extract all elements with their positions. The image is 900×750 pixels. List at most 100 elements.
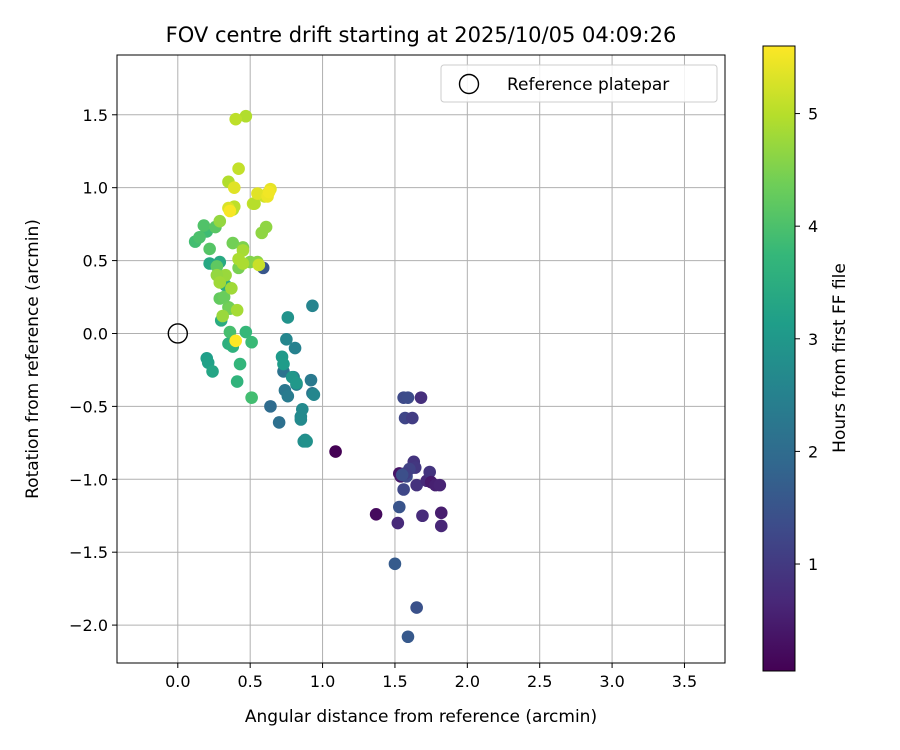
data-point [245,335,258,349]
data-point [216,309,229,323]
data-point [230,375,244,388]
data-point [433,478,447,492]
x-tick-label: 2.5 [527,672,552,691]
data-point [239,109,253,123]
data-point [414,391,428,404]
data-point [434,506,448,520]
data-point [401,630,415,644]
data-point [245,391,258,404]
colorbar-tick-label: 5 [808,105,818,124]
legend-box [440,64,718,103]
data-point [217,290,231,304]
grid-lines [117,55,725,663]
x-tick-label: 3.5 [672,672,697,691]
colorbar-ticks: 1 2 3 4 5 [795,105,818,574]
data-point [239,325,253,339]
data-point [232,162,245,176]
data-point [290,376,303,390]
x-tick-label: 0.0 [165,672,190,691]
colorbar-tick-label: 4 [808,217,818,236]
x-tick-label: 3.0 [599,672,624,691]
colorbar-tick-label: 1 [808,555,818,574]
data-point [232,252,245,266]
colorbar-label: Hours from first FF file [830,263,850,453]
data-point [388,557,402,571]
data-point [197,219,211,232]
data-point [206,365,219,378]
data-point [369,507,383,521]
data-point [410,601,423,614]
data-point [277,357,290,371]
x-axis-label: Angular distance from reference (arcmin) [245,707,597,727]
x-tick-label: 2.0 [455,672,480,691]
data-point [203,242,216,256]
y-axis-ticks: 1.5 1.0 0.5 0.0 −0.5 −1.0 −1.5 −2.0 [69,106,117,635]
data-point [210,260,224,273]
data-point [264,400,277,413]
y-tick-label: 1.0 [83,179,108,198]
data-points [188,109,448,644]
data-point [288,341,302,355]
legend-entry-reference: Reference platepar [507,75,669,95]
legend: Reference platepar [440,64,718,103]
data-point [395,468,409,482]
data-point [251,187,264,200]
x-tick-label: 1.0 [310,672,335,691]
data-point [401,391,415,404]
data-point [233,357,247,371]
data-point [329,445,342,458]
data-point [391,516,405,530]
data-point [423,465,436,479]
data-point [213,214,227,228]
x-tick-label: 0.5 [237,672,262,691]
y-tick-label: −1.0 [69,470,108,489]
plot-area-background [117,55,725,663]
data-point [229,112,243,126]
plot-frame [116,54,726,664]
data-point [252,258,266,272]
data-point [304,373,318,387]
data-point [248,197,261,211]
y-tick-label: −0.5 [69,397,108,416]
data-point [281,389,295,403]
data-point [223,204,237,218]
y-tick-label: −1.5 [69,543,108,562]
data-point [230,303,244,317]
data-point [272,416,286,429]
reference-platepar-marker [167,323,189,344]
data-point [307,388,321,402]
data-point [406,411,419,425]
reference-layer [167,323,189,344]
colorbar-tick-label: 3 [808,330,818,349]
colorbar-gradient [763,46,795,671]
data-point [227,181,241,194]
data-point [193,230,206,244]
x-tick-label: 1.5 [382,672,407,691]
data-point [392,500,406,514]
y-axis-label: Rotation from reference (arcmin) [23,219,43,499]
data-point [280,333,293,346]
x-axis-ticks: 0.0 0.5 1.0 1.5 2.0 2.5 3.0 3.5 [165,663,697,691]
data-point [213,276,227,289]
data-point [306,299,319,313]
data-point [259,220,273,234]
data-point [416,509,429,523]
data-point [226,236,240,250]
colorbar-frame [762,45,796,672]
y-tick-label: 1.5 [83,106,108,125]
data-point [410,478,423,492]
y-tick-label: −2.0 [69,616,108,635]
data-point [294,413,308,426]
data-point [262,185,276,199]
y-tick-label: 0.0 [83,324,108,343]
y-tick-label: 0.5 [83,252,108,271]
data-point [281,311,295,324]
data-point [300,435,313,448]
data-point [295,403,309,416]
data-point [434,519,448,533]
data-point [397,483,410,496]
colorbar-tick-label: 2 [808,442,818,461]
data-point [225,281,238,295]
chart-title: FOV centre drift starting at 2025/10/05 … [166,23,677,47]
